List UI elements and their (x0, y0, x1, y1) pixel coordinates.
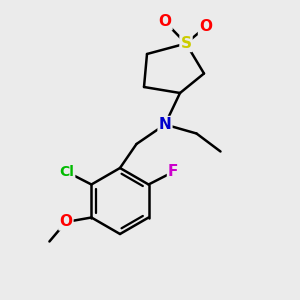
Text: F: F (168, 164, 178, 179)
Text: S: S (181, 36, 191, 51)
Text: N: N (159, 117, 171, 132)
Text: O: O (158, 14, 172, 29)
Text: Cl: Cl (59, 165, 74, 179)
Text: O: O (59, 214, 72, 230)
Text: O: O (199, 20, 212, 34)
